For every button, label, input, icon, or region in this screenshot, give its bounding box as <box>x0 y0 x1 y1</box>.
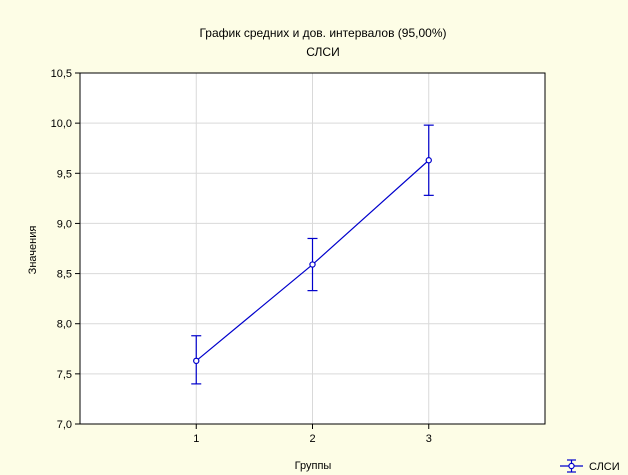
x-tick-label: 1 <box>193 433 199 445</box>
y-tick-label: 9,0 <box>57 218 72 230</box>
y-tick-label: 8,5 <box>57 269 72 281</box>
y-axis: 7,0 7,5 8,0 8,5 9,0 9,5 10,0 10,5 <box>51 68 80 431</box>
data-point <box>193 357 200 365</box>
y-tick-label: 7,0 <box>57 419 72 431</box>
y-tick-label: 7,5 <box>57 369 72 381</box>
chart-subtitle: СЛСИ <box>306 45 339 59</box>
y-tick-label: 10,5 <box>51 68 72 80</box>
legend: СЛСИ <box>560 459 620 473</box>
y-tick-label: 10,0 <box>51 118 72 130</box>
data-point <box>425 157 432 164</box>
legend-label: СЛСИ <box>589 461 620 473</box>
series-group <box>191 124 434 385</box>
y-tick-label: 8,0 <box>57 319 72 331</box>
legend-marker <box>568 462 575 470</box>
y-axis-label: Значения <box>27 226 39 275</box>
x-tick-label: 3 <box>426 433 432 445</box>
chart-title: График средних и дов. интервалов (95,00%… <box>199 26 446 40</box>
x-axis-label: Группы <box>295 460 332 472</box>
x-tick-label: 2 <box>309 433 315 445</box>
x-axis: 1 2 3 <box>193 424 432 445</box>
data-point <box>309 261 316 268</box>
y-tick-label: 9,5 <box>57 168 72 180</box>
